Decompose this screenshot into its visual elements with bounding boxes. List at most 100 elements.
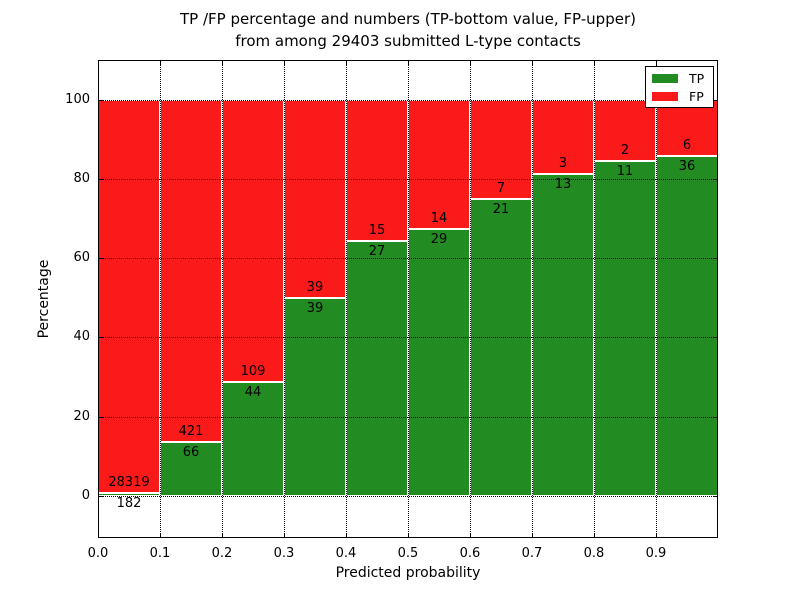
legend-item-fp: FP xyxy=(652,90,707,103)
x-tick-mark-top xyxy=(656,60,657,65)
fp-count-label: 14 xyxy=(430,210,448,226)
x-tick-label: 0.3 xyxy=(273,546,295,561)
x-tick-mark-top xyxy=(408,60,409,65)
bar-fp-segment xyxy=(284,99,346,298)
tp-color-swatch xyxy=(652,73,678,83)
gridline-vertical xyxy=(532,60,533,538)
gridline-vertical xyxy=(160,60,161,538)
x-tick-mark xyxy=(98,533,99,538)
fp-count-label: 28319 xyxy=(108,475,150,491)
x-tick-mark xyxy=(284,533,285,538)
x-tick-label: 0.5 xyxy=(397,546,419,561)
tp-count-label: 27 xyxy=(368,244,386,260)
tp-count-label: 21 xyxy=(492,201,510,217)
bar-fp-segment xyxy=(160,99,222,443)
chart-title-line1: TP /FP percentage and numbers (TP-bottom… xyxy=(180,10,636,28)
fp-count-label: 7 xyxy=(496,180,506,196)
legend: TP FP xyxy=(645,66,714,108)
x-tick-label: 0.0 xyxy=(87,546,109,561)
x-tick-mark-top xyxy=(470,60,471,65)
x-tick-label: 0.1 xyxy=(149,546,171,561)
fp-count-label: 39 xyxy=(306,279,324,295)
tp-count-label: 13 xyxy=(554,176,572,192)
y-tick-label: 0 xyxy=(81,487,90,503)
x-tick-mark xyxy=(594,533,595,538)
legend-label-fp: FP xyxy=(689,88,704,104)
y-tick-mark-right xyxy=(713,99,718,101)
bar-fp-segment xyxy=(222,99,284,382)
tp-count-label: 11 xyxy=(616,163,634,179)
bar-tp-segment xyxy=(160,442,222,496)
x-tick-label: 0.2 xyxy=(211,546,233,561)
y-tick-mark xyxy=(98,337,103,339)
y-tick-label: 100 xyxy=(65,91,90,107)
y-tick-mark xyxy=(98,99,103,101)
fp-count-label: 15 xyxy=(368,223,386,239)
legend-label-tp: TP xyxy=(689,70,705,86)
y-tick-label: 40 xyxy=(73,329,90,345)
x-tick-mark-top xyxy=(346,60,347,65)
bar-tp-segment xyxy=(284,297,346,496)
x-tick-label: 0.8 xyxy=(583,546,605,561)
tp-count-label: 44 xyxy=(244,385,262,400)
bar-tp-segment xyxy=(346,241,408,496)
y-tick-mark xyxy=(98,178,103,180)
bar-fp-segment xyxy=(408,99,470,229)
x-tick-mark xyxy=(408,533,409,538)
y-axis-label: Percentage xyxy=(36,259,52,339)
x-tick-mark-top xyxy=(594,60,595,65)
gridline-vertical xyxy=(222,60,223,538)
tp-count-label: 39 xyxy=(306,300,324,316)
x-tick-mark-top xyxy=(532,60,533,65)
x-tick-mark xyxy=(470,533,471,538)
x-axis-label: Predicted probability xyxy=(335,565,481,581)
fp-color-swatch xyxy=(652,91,678,101)
y-tick-mark-right xyxy=(713,337,718,339)
x-tick-label: 0.4 xyxy=(335,546,357,561)
y-tick-label: 20 xyxy=(73,408,90,424)
x-tick-mark-top xyxy=(284,60,285,65)
x-tick-mark-top xyxy=(160,60,161,65)
x-tick-mark xyxy=(532,533,533,538)
legend-item-tp: TP xyxy=(652,72,707,85)
plot-area: 28319 182 421 66 109 44 39 39 15 27 14 29 7 21 3 13 2 11 6… xyxy=(65,60,718,561)
x-tick-mark xyxy=(160,533,161,538)
gridline-vertical xyxy=(470,60,471,538)
bar-tp-segment xyxy=(470,198,532,496)
bar-fp-segment xyxy=(532,99,594,174)
x-tick-mark-top xyxy=(98,60,99,65)
y-tick-mark-right xyxy=(713,178,718,180)
y-tick-mark xyxy=(98,495,103,497)
x-tick-mark xyxy=(222,533,223,538)
bar-tp-segment xyxy=(408,228,470,496)
bar-tp-segment xyxy=(98,493,160,496)
tp-count-label: 182 xyxy=(116,496,142,512)
y-tick-label: 80 xyxy=(73,170,90,186)
fp-count-label: 2 xyxy=(620,142,630,158)
bar-tp-segment xyxy=(222,382,284,496)
bar-fp-segment xyxy=(656,99,718,157)
tp-count-label: 29 xyxy=(430,231,448,247)
y-tick-mark-right xyxy=(713,258,718,260)
gridline-vertical xyxy=(656,60,657,538)
y-tick-mark-right xyxy=(713,495,718,497)
x-tick-mark xyxy=(346,533,347,538)
tp-count-label: 36 xyxy=(678,159,696,175)
x-tick-mark-top xyxy=(222,60,223,65)
bar-tp-segment xyxy=(594,160,656,496)
chart-title-line2: from among 29403 submitted L-type contac… xyxy=(235,32,581,50)
y-tick-mark xyxy=(98,416,103,418)
fp-count-label: 6 xyxy=(682,138,692,154)
gridline-vertical xyxy=(408,60,409,538)
gridline-vertical xyxy=(594,60,595,538)
y-tick-mark-right xyxy=(713,416,718,418)
bar-tp-segment xyxy=(656,156,718,496)
bar-tp-segment xyxy=(532,173,594,496)
bar-fp-segment xyxy=(594,99,656,161)
y-tick-label: 60 xyxy=(73,250,90,266)
x-tick-mark xyxy=(656,533,657,538)
bar-fp-segment xyxy=(470,99,532,199)
chart-title: TP /FP percentage and numbers (TP-bottom… xyxy=(98,8,718,52)
bar-fp-segment xyxy=(346,99,408,242)
